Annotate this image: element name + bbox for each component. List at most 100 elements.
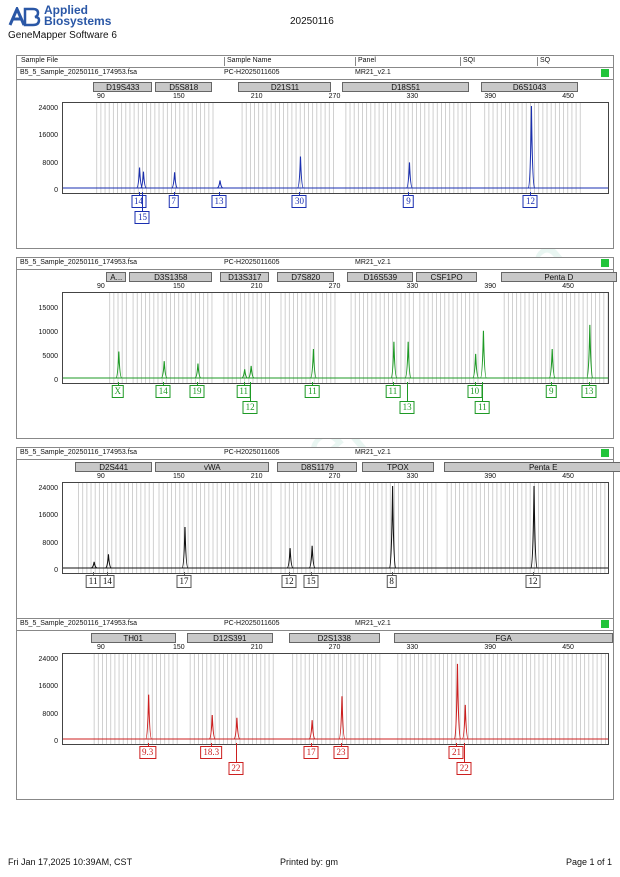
allele-call-label[interactable]: 17 (303, 746, 319, 759)
allele-call-label[interactable]: 15 (303, 575, 319, 588)
y-tick-label: 24000 (38, 656, 58, 663)
sample-info-row: B5_5_Sample_20250116_174953.fsa PC-H20250… (17, 68, 613, 80)
allele-call-label[interactable]: 19 (189, 385, 205, 398)
allele-call-label[interactable]: X (111, 385, 125, 398)
marker-bin-label[interactable]: D12S391 (186, 633, 274, 643)
allele-call-label[interactable]: 18.3 (200, 746, 223, 759)
peak-trace (527, 105, 535, 189)
allele-call-label[interactable]: 14 (131, 195, 147, 208)
allele-call-label[interactable]: 21 (448, 746, 464, 759)
marker-bin-label[interactable]: D18S51 (342, 82, 470, 92)
marker-bin-label[interactable]: Penta D (500, 272, 617, 282)
y-tick-label: 5000 (42, 352, 58, 360)
marker-bin-label[interactable]: D21S11 (238, 82, 332, 92)
marker-bin-label[interactable]: D13S317 (220, 272, 270, 282)
x-tick-label: 330 (406, 93, 419, 100)
peak-trace (453, 663, 462, 740)
allele-call-connector (311, 572, 313, 575)
x-tick-label: 390 (484, 283, 497, 290)
allele-call-label[interactable]: 8 (386, 575, 397, 588)
allele-call-label[interactable]: 9.3 (139, 746, 157, 759)
marker-bin-label[interactable]: vWA (155, 462, 270, 472)
allele-call-label[interactable]: 12 (242, 401, 258, 414)
y-tick-label: 0 (54, 567, 58, 574)
marker-bin-label[interactable]: D7S820 (277, 272, 335, 282)
marker-bin-label[interactable]: TPOX (361, 462, 434, 472)
x-tick-label: 270 (328, 473, 341, 480)
allele-call-connector (482, 382, 484, 401)
peak-trace (208, 715, 216, 740)
panel-name: MR21_v2.1 (355, 449, 391, 456)
allele-call-connector (196, 382, 198, 385)
x-tick-label: 390 (484, 644, 497, 651)
allele-call-label[interactable]: 7 (168, 195, 179, 208)
sample-file: B5_5_Sample_20250116_174953.fsa (20, 449, 138, 456)
footer-page: Page 1 of 1 (566, 857, 613, 867)
electropherogram-plot[interactable] (62, 102, 609, 194)
allele-call-label[interactable]: 22 (228, 762, 244, 775)
x-tick-label: 330 (406, 644, 419, 651)
marker-bin-label[interactable]: D5S818 (155, 82, 213, 92)
marker-bin-label[interactable]: D3S1358 (129, 272, 213, 282)
allele-call-label[interactable]: 11 (475, 401, 490, 414)
allele-call-label[interactable]: 30 (291, 195, 307, 208)
marker-bin-label[interactable]: D16S539 (347, 272, 414, 282)
marker-bin-label[interactable]: CSF1PO (416, 272, 477, 282)
allele-call-label[interactable]: 14 (155, 385, 171, 398)
allele-call-label[interactable]: 13 (399, 401, 415, 414)
sample-name: PC-H2025011605 (224, 620, 280, 627)
electropherogram-plot[interactable] (62, 482, 609, 574)
trace-svg (63, 103, 608, 193)
x-tick-label: 330 (406, 283, 419, 290)
marker-bin-label[interactable]: D6S1043 (481, 82, 579, 92)
x-tick-label: 150 (172, 644, 185, 651)
allele-call-label[interactable]: 17 (176, 575, 192, 588)
allele-call-label[interactable]: 14 (99, 575, 115, 588)
x-tick-label: 390 (484, 93, 497, 100)
peak-trace (479, 330, 487, 379)
allele-call-label[interactable]: 12 (281, 575, 297, 588)
x-tick-label: 450 (562, 644, 574, 651)
allele-call-connector (250, 382, 252, 401)
allele-call-connector (219, 192, 220, 195)
peak-trace (530, 485, 538, 569)
peak-trace (404, 341, 412, 379)
brand-line-2: Biosystems (44, 14, 112, 28)
x-tick-label: 90 (97, 283, 105, 290)
allele-call-label[interactable]: 11 (236, 385, 251, 398)
sample-name: PC-H2025011605 (224, 449, 280, 456)
allele-call-label[interactable]: 12 (522, 195, 538, 208)
marker-bin-label[interactable]: D19S433 (93, 82, 153, 92)
marker-bin-label[interactable]: FGA (394, 633, 614, 643)
marker-bin-label[interactable]: Penta E (443, 462, 620, 472)
y-tick-label: 15000 (38, 304, 58, 312)
allele-call-connector (392, 382, 394, 385)
allele-call-label[interactable]: 12 (525, 575, 541, 588)
electropherogram-plot[interactable] (62, 292, 609, 384)
app-name: GeneMapper Software 6 (8, 30, 117, 41)
allele-call-label[interactable]: 11 (385, 385, 401, 398)
allele-call-label[interactable]: 23 (333, 746, 349, 759)
allele-call-label[interactable]: 22 (456, 762, 472, 775)
x-tick-label: 390 (484, 473, 497, 480)
marker-bin-label[interactable]: D8S1179 (277, 462, 358, 472)
allele-call-label[interactable]: 13 (581, 385, 597, 398)
allele-call-label[interactable]: 10 (467, 385, 483, 398)
allele-call-label[interactable]: 15 (134, 211, 150, 224)
electropherogram-plot[interactable] (62, 653, 609, 745)
marker-bin-label[interactable]: D2S441 (74, 462, 153, 472)
allele-call-label[interactable]: 11 (305, 385, 320, 398)
sample-file: B5_5_Sample_20250116_174953.fsa (20, 259, 138, 266)
allele-call-connector (147, 743, 149, 746)
col-panel: Panel (355, 57, 376, 66)
allele-call-label[interactable]: 13 (211, 195, 227, 208)
allele-call-connector (211, 743, 213, 746)
allele-call-label[interactable]: 9 (545, 385, 557, 398)
x-tick-label: 210 (250, 473, 263, 480)
marker-bin-label[interactable]: D2S1338 (289, 633, 380, 643)
allele-call-label[interactable]: 11 (85, 575, 101, 588)
electropherogram-panel-black: B5_5_Sample_20250116_174953.fsa PC-H20250… (16, 447, 620, 629)
marker-bin-label[interactable]: TH01 (90, 633, 176, 643)
marker-bin-label[interactable]: A... (106, 272, 127, 282)
allele-call-label[interactable]: 9 (403, 195, 414, 208)
